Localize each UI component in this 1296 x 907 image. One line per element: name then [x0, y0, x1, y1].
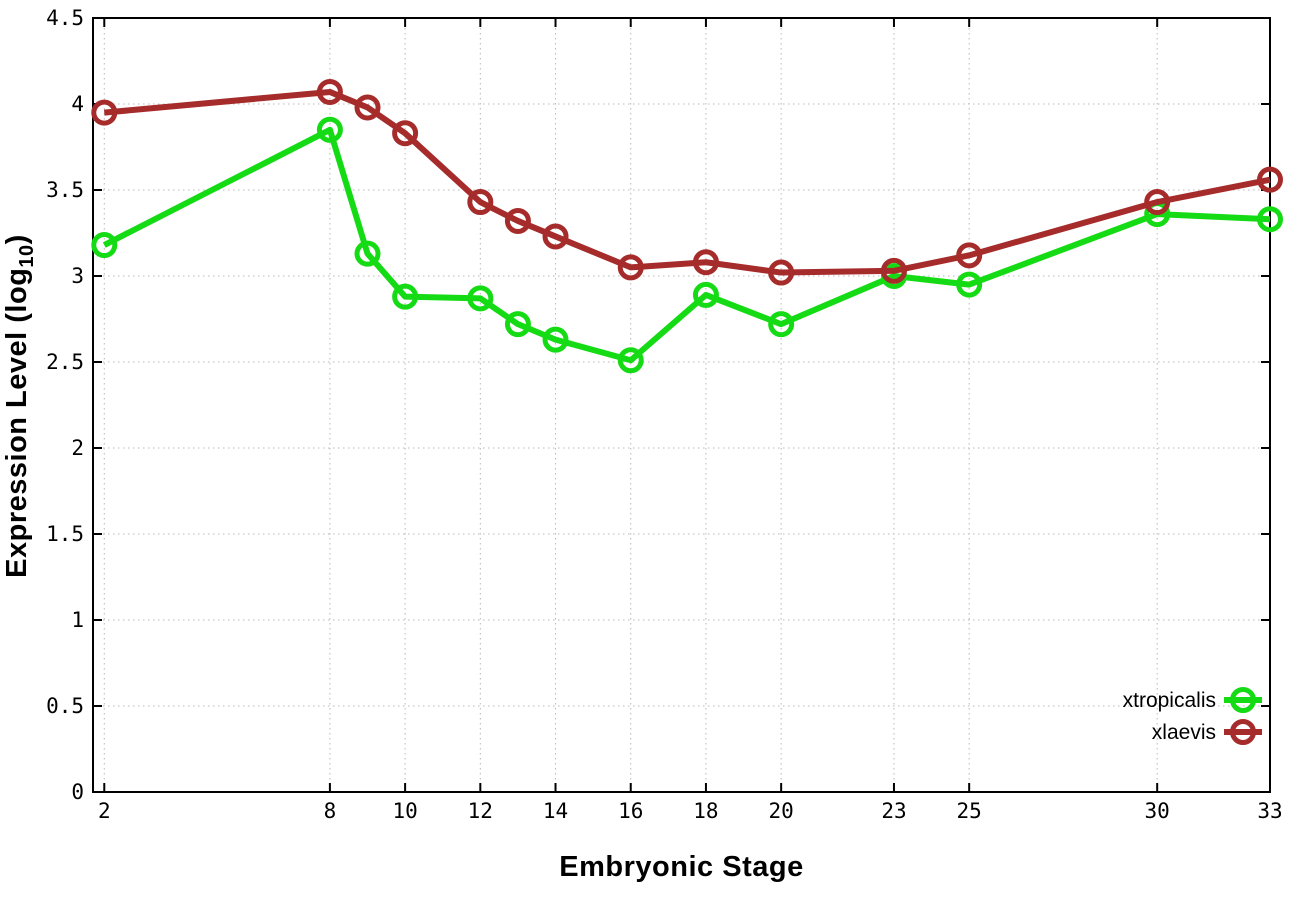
data-point-marker [316, 116, 343, 143]
data-point-marker [392, 283, 419, 310]
axis-ticks [93, 17, 1271, 793]
data-point-marker [880, 257, 907, 284]
x-tick-label: 14 [543, 799, 568, 823]
data-point-marker [692, 249, 719, 276]
y-axis-title-suffix: ) [1, 234, 33, 245]
x-tick-label: 2 [98, 799, 111, 823]
legend: xtropicalis xlaevis [1123, 687, 1262, 745]
x-axis-title: Embryonic Stage [559, 851, 804, 883]
legend-entry-xlaevis: xlaevis [1152, 719, 1262, 745]
data-point-marker [1144, 189, 1171, 216]
y-axis-title: Expression Level (log10) [1, 19, 39, 793]
x-tick-label: 12 [468, 799, 493, 823]
x-tick-label: 8 [324, 799, 337, 823]
x-tick-label: 33 [1257, 799, 1282, 823]
legend-marker [1230, 687, 1256, 713]
legend-label: xtropicalis [1123, 689, 1216, 712]
x-tick-label: 16 [618, 799, 643, 823]
data-point-marker [617, 254, 644, 281]
data-point-marker [617, 347, 644, 374]
legend-entry-xtropicalis: xtropicalis [1123, 687, 1262, 713]
data-point-marker [354, 94, 381, 121]
legend-marker [1230, 719, 1256, 745]
x-tick-label: 30 [1145, 799, 1170, 823]
x-tick-label: 20 [769, 799, 794, 823]
data-point-marker [542, 326, 569, 353]
data-point-marker [91, 232, 118, 259]
y-tick-label: 3.5 [46, 178, 84, 202]
series-line [104, 88, 1271, 276]
data-point-marker [956, 271, 983, 298]
y-tick-label: 1.5 [46, 522, 84, 546]
data-point-marker [354, 240, 381, 267]
series-line [102, 126, 1271, 364]
y-tick-label: 4 [71, 92, 84, 116]
y-tick-label: 4.5 [46, 6, 84, 30]
plot-border [92, 17, 1271, 793]
y-tick-label: 3 [71, 264, 84, 288]
y-axis-title-subscript: 10 [15, 244, 38, 268]
x-tick-label: 18 [693, 799, 718, 823]
data-point-marker [467, 285, 494, 312]
y-axis-title-text: Expression Level (log [1, 267, 33, 578]
y-tick-label: 1 [71, 608, 84, 632]
x-tick-label: 10 [392, 799, 417, 823]
data-point-marker [542, 223, 569, 250]
gridlines [93, 17, 1271, 793]
x-tick-label: 23 [881, 799, 906, 823]
data-point-marker [1257, 206, 1283, 233]
data-point-marker [504, 311, 531, 338]
data-point-marker [768, 311, 795, 338]
data-point-marker [467, 189, 494, 216]
data-point-marker [768, 259, 795, 286]
y-tick-label: 2.5 [46, 350, 84, 374]
series-xtropicalis [91, 116, 1283, 374]
data-point-marker [1257, 166, 1283, 193]
series-xlaevis [91, 78, 1283, 286]
data-point-marker [392, 120, 419, 147]
data-point-marker [504, 207, 531, 234]
legend-label: xlaevis [1152, 721, 1216, 744]
data-point-marker [316, 78, 343, 105]
y-tick-label: 0 [71, 780, 84, 804]
y-tick-label: 2 [71, 436, 84, 460]
data-point-marker [91, 99, 118, 126]
x-tick-label: 25 [957, 799, 982, 823]
x-tick-labels: 2 8 10 12 14 16 18 20 23 25 30 33 [98, 799, 1283, 823]
data-point-marker [692, 281, 719, 308]
y-tick-label: 0.5 [46, 694, 84, 718]
data-point-marker [956, 242, 983, 269]
y-tick-labels: 0 0.5 1 1.5 2 2.5 3 3.5 4 4.5 [46, 6, 84, 804]
